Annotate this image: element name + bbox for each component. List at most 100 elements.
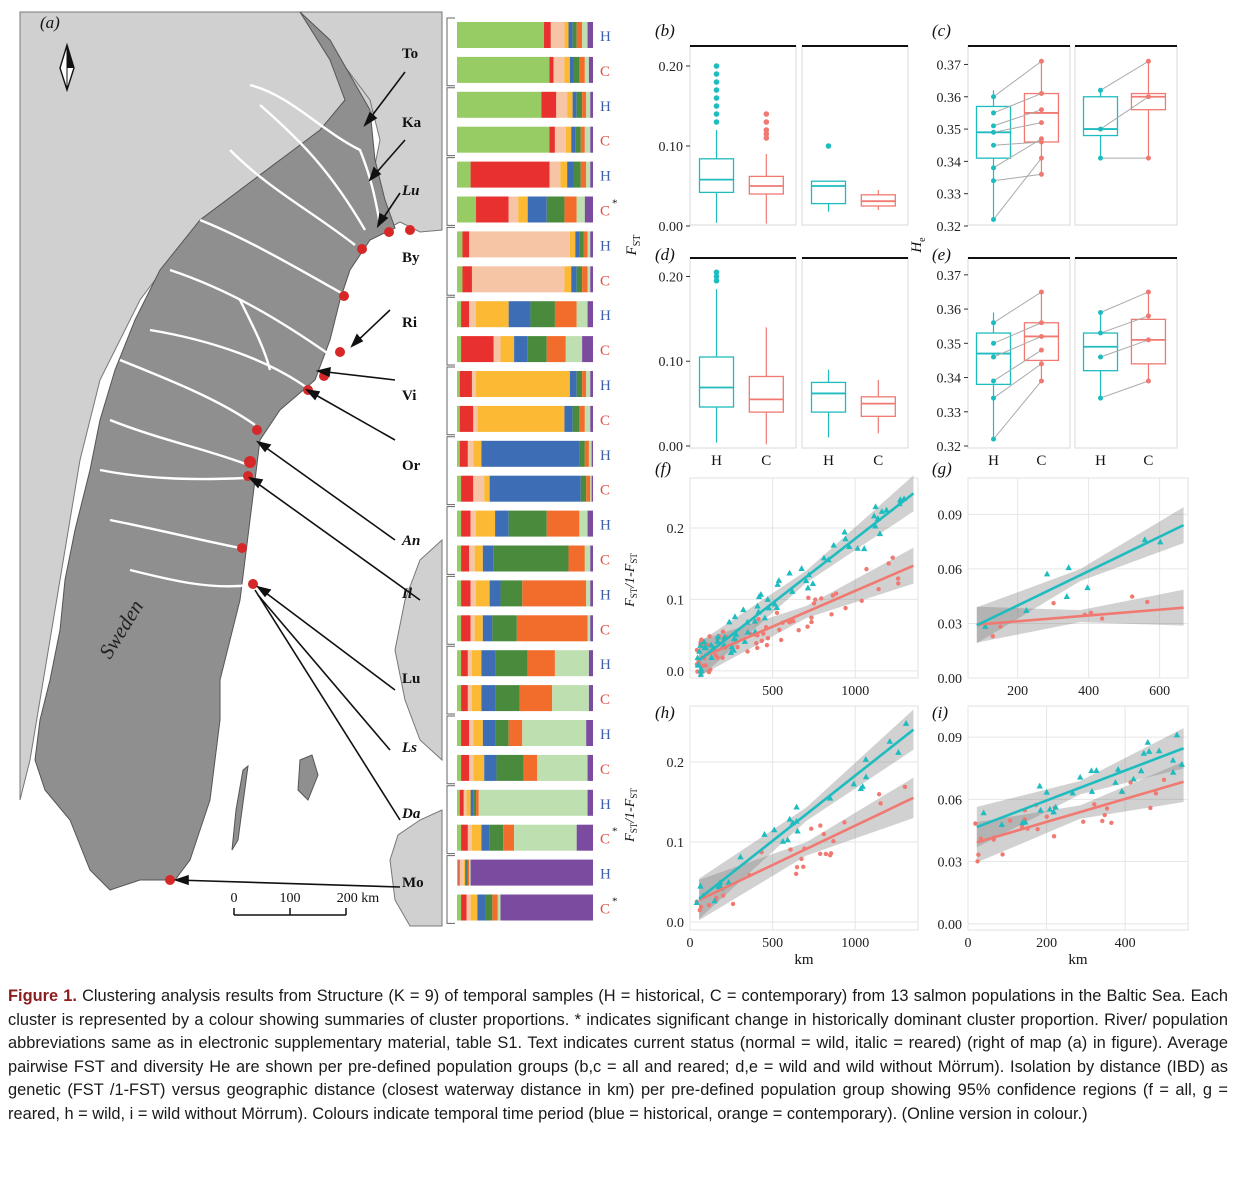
xtick-label-h-2: 1000 — [841, 936, 869, 951]
structure-seg-0-1 — [544, 22, 551, 48]
point-f-historical-63 — [728, 643, 736, 650]
ytick-label-e-2: 0.34 — [937, 372, 962, 387]
structure-seg-8-5 — [530, 301, 555, 328]
pair-pt-c-e-0-3 — [1038, 333, 1044, 339]
point-f-historical-2 — [820, 554, 828, 561]
category-label-d-1: C — [761, 453, 771, 469]
structure-seg-15-3 — [474, 545, 483, 572]
point-h-historical-6 — [886, 737, 893, 744]
structure-seg-9-1 — [461, 336, 494, 363]
structure-seg-1-3 — [564, 56, 570, 83]
point-h-contemporary-1 — [799, 856, 804, 862]
structure-seg-8-2 — [469, 301, 477, 328]
point-h-contemporary-12 — [730, 901, 736, 907]
structure-seg-13-0 — [457, 475, 462, 502]
structure-seg-16-1 — [461, 580, 471, 607]
structure-seg-5-2 — [508, 196, 519, 223]
point-f-contemporary-29 — [811, 601, 817, 606]
structure-seg-21-1 — [461, 754, 470, 781]
pair-pt-c-e-1-1 — [1145, 337, 1151, 343]
point-f-historical-8 — [751, 617, 759, 624]
point-f-historical-1 — [731, 613, 739, 620]
structure-seg-10-6 — [582, 371, 587, 397]
structure-seg-10-2 — [471, 371, 477, 397]
point-g-historical-6 — [1141, 536, 1149, 543]
structure-seg-16-6 — [522, 580, 587, 607]
point-f-historical-16 — [764, 596, 771, 602]
point-i-historical-20 — [1145, 748, 1153, 754]
point-i-historical-25 — [1050, 808, 1057, 815]
point-i-historical-26 — [1046, 805, 1054, 812]
baltic-states-landmass — [389, 809, 443, 927]
ytick-label-e-5: 0.37 — [937, 269, 962, 284]
structure-seg-14-8 — [587, 510, 593, 537]
structure-seg-0-6 — [576, 22, 583, 48]
ytick-label-b-2: 0.20 — [659, 60, 684, 75]
point-i-historical-27 — [1022, 818, 1029, 825]
structure-seg-11-7 — [584, 405, 591, 432]
point-h-historical-18 — [779, 837, 787, 844]
box-d-1 — [748, 375, 784, 413]
structure-seg-1-8 — [588, 56, 593, 83]
point-f-contemporary-67 — [745, 649, 750, 654]
pair-pt-c-c-1-1 — [1145, 94, 1151, 100]
structure-seg-11-4 — [564, 405, 573, 432]
pair-pt-h-e-0-0 — [991, 436, 996, 442]
structure-seg-18-6 — [527, 650, 555, 677]
ytick-label-i-2: 0.06 — [938, 793, 963, 808]
structure-tag-23: C — [600, 832, 610, 848]
point-h-historical-9 — [862, 773, 870, 780]
structure-seg-17-1 — [461, 615, 471, 642]
xtick-label-i-0: 0 — [965, 936, 972, 951]
structure-seg-4-1 — [470, 161, 550, 188]
structure-seg-22-2 — [463, 789, 467, 816]
structure-seg-9-7 — [565, 336, 583, 363]
structure-tag-25: C — [600, 902, 610, 918]
structure-seg-9-8 — [582, 336, 593, 363]
box-frame-b-0 — [689, 45, 797, 226]
ytick-label-i-3: 0.09 — [938, 731, 963, 746]
pair-line-c-0-6 — [993, 93, 1042, 114]
pair-pt-c-e-0-5 — [1038, 289, 1044, 295]
point-f-historical-58 — [846, 543, 853, 549]
structure-seg-7-5 — [576, 266, 583, 293]
structure-tag-12: H — [600, 448, 611, 464]
point-f-historical-33 — [694, 661, 702, 668]
structure-seg-19-2 — [467, 685, 472, 712]
point-f-historical-65 — [842, 535, 849, 542]
structure-bracket-4 — [446, 296, 455, 366]
scale-tick-0: 0 — [231, 891, 238, 906]
ytick-label-h-2: 0.2 — [667, 756, 685, 771]
pair-pt-h-c-0-2 — [991, 165, 996, 171]
structure-seg-7-8 — [590, 266, 593, 293]
structure-seg-15-4 — [482, 545, 494, 572]
structure-bracket-7 — [446, 506, 455, 575]
structure-seg-8-6 — [554, 301, 577, 328]
outlier-b-1-1 — [763, 119, 770, 125]
structure-seg-3-2 — [554, 126, 566, 153]
structure-seg-13-2 — [473, 475, 485, 502]
point-g-historical-2 — [1157, 538, 1164, 545]
structure-seg-2-8 — [590, 91, 593, 118]
ylabel-fst-ratio-f: FST/1-FST — [623, 553, 639, 608]
structure-seg-1-0 — [457, 56, 550, 83]
point-f-historical-35 — [714, 633, 722, 640]
river-label-9: Lu — [402, 671, 420, 687]
point-h-historical-0 — [711, 897, 718, 904]
structure-seg-22-7 — [478, 789, 588, 816]
point-f-contemporary-38 — [886, 561, 891, 566]
structure-tag-3: C — [600, 134, 610, 150]
point-f-contemporary-59 — [859, 598, 864, 604]
pair-line-e-0-4 — [993, 322, 1042, 344]
structure-seg-23-6 — [503, 824, 515, 851]
river-label-3: By — [402, 250, 420, 266]
structure-seg-2-5 — [576, 91, 583, 118]
point-f-contemporary-18 — [777, 627, 782, 632]
structure-seg-24-3 — [463, 859, 466, 886]
structure-seg-14-4 — [495, 510, 509, 537]
river-label-8: Il — [401, 586, 413, 602]
point-f-historical-49 — [741, 638, 749, 644]
structure-seg-24-4 — [465, 859, 467, 886]
structure-seg-6-8 — [590, 231, 593, 258]
structure-bracket-0 — [446, 17, 455, 87]
